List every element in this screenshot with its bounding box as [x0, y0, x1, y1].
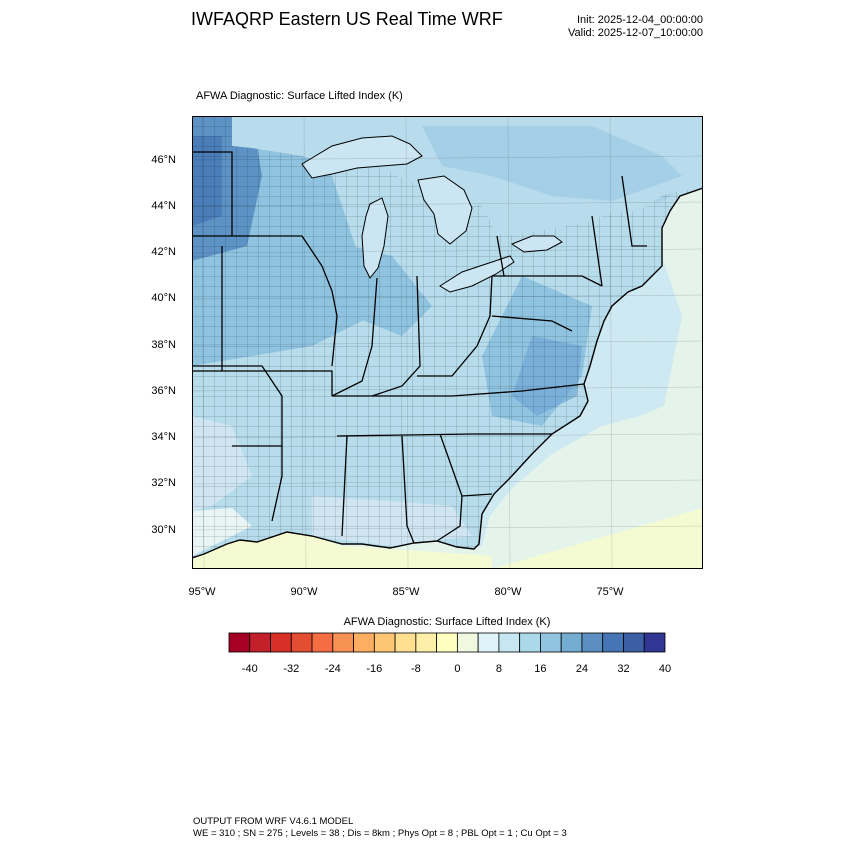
colorbar-swatch: [581, 632, 604, 653]
colorbar-swatch: [436, 632, 458, 653]
model-version: OUTPUT FROM WRF V4.6.1 MODEL: [193, 816, 354, 827]
colorbar-tick-label: 32: [617, 663, 630, 675]
colorbar-swatch: [373, 632, 396, 653]
colorbar-swatch: [456, 632, 479, 653]
lon-tick-label: 95°W: [188, 586, 216, 598]
lake-michigan: [361, 197, 389, 279]
colorbar-swatch: [270, 632, 292, 653]
map-field-label: AFWA Diagnostic: Surface Lifted Index (K…: [196, 90, 403, 102]
coastline: [192, 187, 703, 559]
lat-tick-label: 34°N: [151, 431, 176, 443]
lat-tick-label: 30°N: [151, 524, 176, 536]
colorbar-tick-label: 8: [495, 663, 502, 675]
colorbar-tick-label: -8: [410, 663, 421, 675]
time-info: Init: 2025-12-04_00:00:00 Valid: 2025-12…: [545, 14, 703, 40]
colorbar-tick-label: -40: [241, 663, 258, 675]
lon-tick-label: 90°W: [290, 586, 318, 598]
lat-tick-label: 44°N: [151, 200, 176, 212]
lat-tick-label: 42°N: [151, 246, 176, 258]
colorbar-swatch: [540, 632, 562, 653]
canada-deep-zone: [422, 126, 682, 201]
lifted-index-map: [192, 116, 703, 569]
colorbar-tick-label: 0: [454, 663, 461, 675]
colorbar-swatch: [498, 632, 521, 653]
model-info: OUTPUT FROM WRF V4.6.1 MODEL WE = 310 ; …: [193, 816, 567, 840]
colorbar-tick-label: 40: [658, 663, 672, 675]
colorbar-swatch: [394, 632, 417, 653]
colorbar-tick-label: -24: [324, 663, 341, 675]
colorbar-tick-label: -32: [283, 663, 300, 675]
lat-tick-label: 32°N: [151, 477, 176, 489]
colorbar: [228, 632, 666, 653]
colorbar-tick-label: 24: [575, 663, 589, 675]
lake-huron: [417, 175, 473, 245]
lat-tick-label: 46°N: [151, 154, 176, 166]
colorbar-swatch: [519, 632, 541, 653]
map-panel: [192, 116, 703, 569]
lon-tick-label: 80°W: [494, 586, 522, 598]
model-config: WE = 310 ; SN = 275 ; Levels = 38 ; Dis …: [193, 828, 567, 839]
colorbar-swatch: [643, 632, 666, 653]
lake-superior: [301, 135, 423, 179]
colorbar-swatch: [249, 632, 271, 653]
colorbar-swatch: [477, 632, 500, 653]
page-title: IWFAQRP Eastern US Real Time WRF: [191, 9, 503, 29]
lon-tick-label: 85°W: [392, 586, 420, 598]
ocean-warm-zone: [192, 496, 703, 569]
lake-ontario: [510, 235, 563, 253]
colorbar-tick-label: 16: [534, 663, 547, 675]
lat-tick-label: 38°N: [151, 339, 176, 351]
map-frame: [192, 116, 703, 569]
graticule: [192, 116, 703, 569]
colorbar-swatch: [623, 632, 645, 653]
coastal-water-band: [467, 256, 682, 549]
colorbar-swatch: [332, 632, 354, 653]
colorbar-tick-label: -16: [366, 663, 383, 675]
lat-tick-label: 40°N: [151, 292, 176, 304]
init-time: Init: 2025-12-04_00:00:00: [577, 14, 703, 26]
colorbar-title: AFWA Diagnostic: Surface Lifted Index (K…: [343, 616, 551, 628]
state-boundaries: [192, 151, 647, 544]
county-boundaries: [192, 116, 703, 558]
colorbar-swatch: [290, 632, 313, 653]
lake-erie: [439, 255, 515, 293]
valid-time: Valid: 2025-12-07_10:00:00: [568, 27, 703, 39]
colorbar-swatch: [311, 632, 334, 653]
colorbar-swatch: [228, 632, 251, 653]
colorbar-swatch: [353, 632, 375, 653]
lon-tick-label: 75°W: [596, 586, 624, 598]
colorbar-swatch: [602, 632, 624, 653]
colorbar-swatch: [560, 632, 583, 653]
colorbar-swatch: [415, 632, 438, 653]
lat-tick-label: 36°N: [151, 385, 176, 397]
